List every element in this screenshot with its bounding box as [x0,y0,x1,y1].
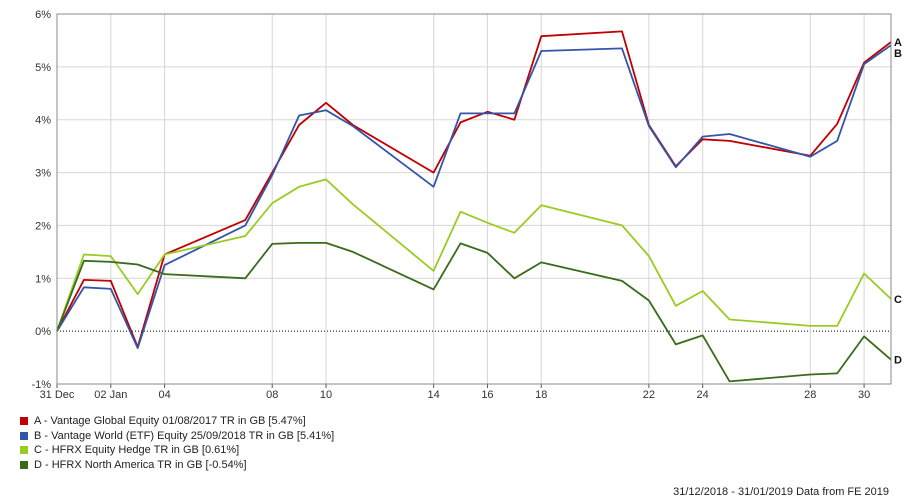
legend-item-d: D - HFRX North America TR in GB [-0.54%] [20,458,334,473]
x-tick-label: 16 [481,389,493,401]
axes [56,13,892,385]
performance-chart: -1% 0% 1% 2% 3% 4% 5% 6% 31 Dec 02 Jan 04 08 10 14 16 1… [31,9,902,401]
y-tick-label: 5% [35,62,51,74]
date-range-footer: 31/12/2018 - 31/01/2019 Data from FE 201… [673,486,889,498]
legend-swatch-d [20,460,28,469]
end-label-d: D [894,355,902,367]
legend-label-b: B - Vantage World (ETF) Equity 25/09/201… [34,429,335,442]
end-label-c: C [894,294,902,306]
legend-swatch-c [20,446,28,455]
x-tick-label: 22 [643,389,655,401]
legend-label-c: C - HFRX Equity Hedge TR in GB [0.61%] [34,444,240,456]
legend-item-c: C - HFRX Equity Hedge TR in GB [0.61%] [20,443,334,458]
y-tick-label: -1% [31,379,51,391]
end-label-a: A [894,37,902,49]
y-tick-label: 0% [35,326,51,338]
y-tick-label: 6% [35,9,51,21]
series-line-b [56,44,892,350]
legend-label-a: A - Vantage Global Equity 01/08/2017 TR … [34,415,306,427]
x-tick-label: 31 Dec [40,389,75,401]
x-tick-label: 04 [158,389,170,401]
grid [56,13,891,388]
x-tick-label: 10 [320,389,332,401]
x-tick-label: 02 Jan [94,389,127,401]
end-label-b: B [894,48,902,60]
plot-frame [56,13,892,385]
y-tick-label: 3% [35,168,51,180]
x-tick-label: 30 [858,389,870,401]
x-tick-label: 14 [428,389,440,401]
legend: A - Vantage Global Equity 01/08/2017 TR … [20,414,334,472]
y-tick-label: 1% [35,273,51,285]
series-line-c [56,178,892,332]
x-tick-label: 08 [266,389,278,401]
series-lines [56,30,892,383]
series-line-d [56,241,892,383]
y-tick-label: 4% [35,115,51,127]
legend-swatch-a [20,417,28,426]
legend-swatch-b [20,431,28,440]
legend-label-d: D - HFRX North America TR in GB [-0.54%] [34,458,247,471]
x-tick-label: 28 [804,389,816,401]
plot-area [57,14,891,384]
x-tick-label: 24 [697,389,709,401]
x-tick-label: 18 [535,389,547,401]
tick-labels: -1% 0% 1% 2% 3% 4% 5% 6% 31 Dec 02 Jan 04 08 10 14 16 1… [31,9,902,401]
legend-item-a: A - Vantage Global Equity 01/08/2017 TR … [20,414,334,429]
series-line-a [56,30,892,348]
legend-item-b: B - Vantage World (ETF) Equity 25/09/201… [20,429,334,444]
y-tick-label: 2% [35,220,51,232]
